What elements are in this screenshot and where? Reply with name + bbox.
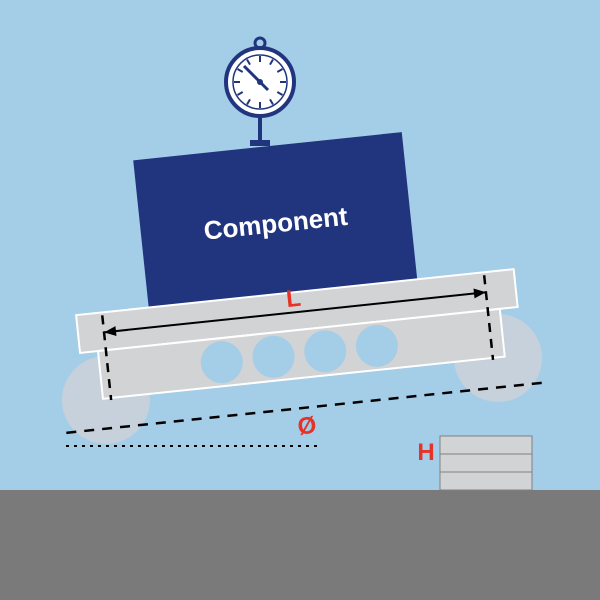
diagram-stage: ComponentLØH [0, 0, 600, 600]
ground [0, 490, 600, 600]
dim-phi-label: Ø [296, 412, 317, 441]
gauge-hub [257, 79, 263, 85]
gauge-foot [250, 140, 270, 146]
dim-H-label: H [417, 439, 434, 466]
dim-L-label: L [285, 285, 302, 313]
shim-layer [440, 454, 532, 472]
shim-layer [440, 472, 532, 490]
diagram-svg: ComponentLØH [0, 0, 600, 600]
shim-layer [440, 436, 532, 454]
